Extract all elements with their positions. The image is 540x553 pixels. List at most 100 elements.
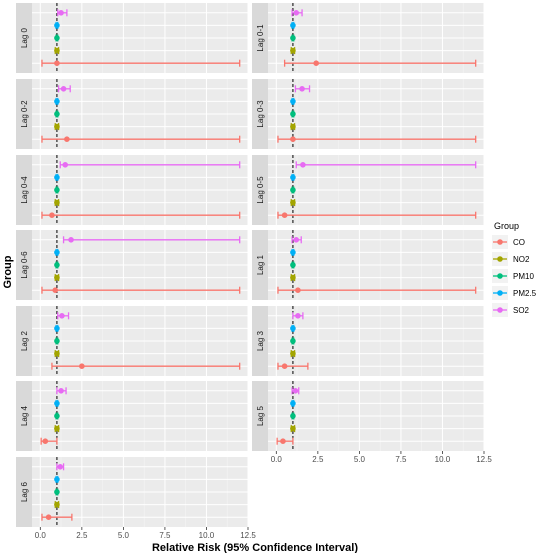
- legend-title: Group: [494, 221, 519, 231]
- panels-layer: Lag 0 Lag 0-1 Lag 0-2 Lag 0-3 Lag 0-4 Lag 0-5…: [16, 3, 485, 527]
- point-estimate-so2: [293, 10, 300, 16]
- facet-panel: Lag 0-6: [16, 230, 249, 300]
- point-estimate-co: [313, 60, 319, 66]
- legend: Group CO NO2 PM10 PM2.5 SO2: [492, 221, 537, 317]
- point-estimate-co: [42, 438, 49, 445]
- facet-strip: [16, 457, 32, 527]
- legend-item-label: NO2: [513, 255, 530, 264]
- facet-panel: Lag 0: [16, 3, 249, 73]
- x-axis-title: Relative Risk (95% Confidence Interval): [152, 542, 358, 553]
- facet-panel: Lag 0-5: [252, 155, 485, 225]
- point-estimate-pm10: [54, 489, 60, 495]
- facet-panel: Lag 2: [16, 306, 249, 376]
- point-estimate-so2: [293, 237, 300, 243]
- legend-item-label: CO: [513, 238, 525, 247]
- facet-strip: [252, 79, 268, 149]
- facet-strip: [252, 381, 268, 451]
- point-estimate-no2: [54, 47, 60, 54]
- facet-strip-label: Lag 4: [20, 405, 29, 426]
- point-estimate-pm10: [290, 111, 296, 117]
- x-tick-label: 7.5: [159, 531, 171, 540]
- point-estimate-pm10: [54, 111, 60, 117]
- point-estimate-co: [281, 212, 288, 218]
- point-estimate-co: [295, 287, 301, 294]
- facet-strip: [16, 381, 32, 451]
- point-estimate-pm10: [290, 262, 296, 268]
- point-estimate-co: [79, 363, 85, 370]
- point-estimate-pm10: [290, 35, 296, 41]
- point-estimate-no2: [290, 47, 296, 54]
- point-estimate-co: [64, 136, 70, 142]
- facet-panel: Lag 4: [16, 381, 249, 451]
- point-estimate-pm10: [54, 413, 60, 419]
- facet-strip: [16, 230, 32, 300]
- x-tick-label: 5.0: [118, 531, 130, 540]
- point-estimate-pm25: [290, 98, 296, 105]
- facet-panel: Lag 0-3: [252, 79, 485, 149]
- point-estimate-no2: [54, 199, 60, 206]
- point-estimate-pm10: [54, 338, 60, 344]
- point-estimate-no2: [290, 274, 296, 281]
- point-estimate-pm25: [290, 400, 296, 407]
- point-estimate-pm10: [290, 187, 296, 193]
- x-axes-layer: 0.0 2.5 5.0 7.5 10.0 12.5 0.0 2.5 5.0 7.5 10.0 12.5: [35, 451, 492, 540]
- point-estimate-so2: [292, 388, 299, 394]
- point-estimate-so2: [295, 313, 301, 319]
- facet-strip-label: Lag 2: [20, 330, 29, 351]
- facet-strip-label: Lag 3: [256, 330, 265, 351]
- point-estimate-co: [49, 212, 55, 218]
- point-estimate-no2: [290, 123, 296, 130]
- x-tick-label: 10.0: [435, 455, 451, 464]
- point-estimate-no2: [54, 425, 60, 432]
- point-estimate-pm25: [54, 249, 60, 256]
- legend-item-label: PM2.5: [513, 289, 537, 298]
- facet-strip: [16, 79, 32, 149]
- point-estimate-co: [290, 136, 296, 142]
- point-estimate-pm25: [54, 22, 60, 29]
- point-estimate-so2: [58, 10, 64, 16]
- facet-strip: [16, 155, 32, 225]
- facet-strip-label: Lag 0-6: [20, 251, 29, 279]
- facet-strip: [252, 306, 268, 376]
- point-estimate-pm25: [290, 22, 296, 29]
- facet-strip-label: Lag 0-5: [256, 176, 265, 204]
- point-estimate-so2: [300, 162, 306, 168]
- facet-strip-label: Lag 0-3: [256, 100, 265, 128]
- facet-panel: Lag 3: [252, 306, 485, 376]
- point-estimate-no2: [54, 350, 60, 357]
- point-estimate-so2: [59, 313, 65, 319]
- point-estimate-no2: [54, 274, 60, 281]
- x-tick-label: 0.0: [271, 455, 283, 464]
- facet-strip: [252, 230, 268, 300]
- point-estimate-pm10: [290, 338, 296, 344]
- x-tick-label: 2.5: [76, 531, 88, 540]
- point-estimate-so2: [58, 388, 64, 394]
- point-estimate-pm25: [290, 249, 296, 256]
- point-estimate-co: [54, 60, 60, 66]
- point-estimate-no2: [54, 123, 60, 130]
- point-estimate-pm25: [290, 174, 296, 181]
- legend-key-point: [497, 256, 503, 262]
- point-estimate-pm25: [54, 400, 60, 407]
- point-estimate-pm10: [54, 187, 60, 193]
- point-estimate-co: [280, 438, 286, 445]
- legend-item-label: SO2: [513, 306, 530, 315]
- legend-key-point: [497, 290, 503, 296]
- facet-strip: [16, 3, 32, 73]
- facet-strip-label: Lag 6: [20, 481, 29, 502]
- facet-strip-label: Lag 0-4: [20, 176, 29, 204]
- legend-key-point: [497, 273, 503, 279]
- point-estimate-so2: [68, 237, 74, 243]
- point-estimate-pm10: [54, 262, 60, 268]
- legend-item-label: PM10: [513, 272, 534, 281]
- x-tick-label: 7.5: [395, 455, 407, 464]
- facet-panel: Lag 0-2: [16, 79, 249, 149]
- point-estimate-pm10: [54, 35, 60, 41]
- facet-strip-label: Lag 5: [256, 405, 265, 426]
- facet-strip-label: Lag 0: [20, 27, 29, 48]
- point-estimate-so2: [60, 86, 67, 92]
- point-estimate-co: [281, 363, 288, 370]
- point-estimate-no2: [290, 199, 296, 206]
- point-estimate-so2: [62, 162, 69, 168]
